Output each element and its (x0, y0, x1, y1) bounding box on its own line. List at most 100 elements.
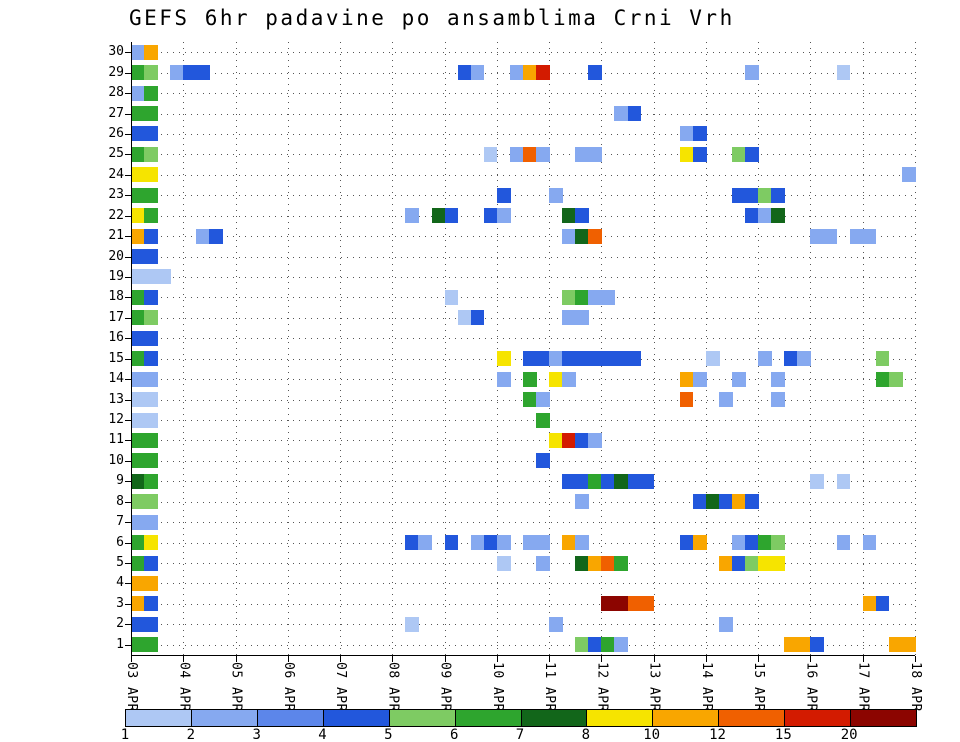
heatmap-cell (131, 535, 145, 551)
colorbar-segment (520, 710, 587, 726)
heatmap-cell (131, 473, 145, 489)
heatmap-cell (862, 535, 877, 551)
heatmap-cell (679, 371, 694, 387)
heatmap-cell (144, 535, 158, 551)
heatmap-cell (875, 351, 890, 367)
vertical-gridline (183, 42, 185, 655)
heatmap-cell (627, 473, 642, 489)
heatmap-cell (131, 514, 145, 530)
heatmap-cell (144, 351, 158, 367)
colorbar-segment (388, 710, 455, 726)
heatmap-cell (144, 85, 158, 101)
y-axis-tick (125, 215, 131, 217)
heatmap-cell (601, 596, 616, 612)
y-axis-tick-label: 2 (116, 616, 124, 632)
y-axis-tick-label: 30 (108, 44, 124, 60)
colorbar-segment (850, 710, 917, 726)
heatmap-cell (157, 269, 171, 285)
heatmap-cell (562, 432, 576, 448)
heatmap-cell (496, 208, 511, 224)
heatmap-cell (509, 146, 524, 162)
heatmap-cell (196, 228, 210, 244)
heatmap-cell (745, 187, 759, 203)
y-axis-tick (125, 93, 131, 95)
x-axis-tick-label: 07 APR (333, 662, 349, 712)
heatmap-cell (588, 65, 602, 81)
heatmap-cell (523, 65, 537, 81)
heatmap-cell (196, 65, 210, 81)
heatmap-cell (144, 555, 158, 571)
x-axis-tick (915, 656, 916, 662)
heatmap-cell (692, 146, 707, 162)
heatmap-cell (732, 146, 746, 162)
colorbar-segment (718, 710, 785, 726)
y-axis-tick (125, 195, 131, 197)
horizontal-gridline (131, 113, 915, 115)
heatmap-cell (836, 535, 851, 551)
y-axis-tick (125, 297, 131, 299)
x-axis-tick-label: 13 APR (646, 662, 662, 712)
heatmap-cell (575, 228, 589, 244)
heatmap-cell (588, 351, 602, 367)
colorbar-tick-label: 12 (709, 727, 726, 742)
heatmap-cell (144, 44, 158, 60)
colorbar-tick-label: 15 (774, 727, 792, 742)
y-axis-tick (125, 603, 131, 605)
heatmap-cell (144, 228, 158, 244)
heatmap-cell (209, 228, 224, 244)
chart-title: GEFS 6hr padavine po ansamblima Crni Vrh (129, 6, 735, 30)
y-axis-tick (125, 542, 131, 544)
heatmap-cell (536, 65, 550, 81)
y-axis-line (131, 42, 132, 656)
heatmap-cell (144, 106, 158, 122)
heatmap-cell (131, 65, 145, 81)
horizontal-gridline (131, 460, 915, 462)
heatmap-cell (144, 310, 158, 326)
horizontal-gridline (131, 522, 915, 524)
colorbar-tick-label: 5 (384, 727, 393, 742)
heatmap-cell (784, 351, 798, 367)
heatmap-cell (496, 187, 511, 203)
heatmap-cell (549, 616, 563, 632)
heatmap-cell (523, 535, 537, 551)
x-axis-tick (601, 656, 603, 662)
x-axis-tick-label: 06 APR (280, 662, 296, 712)
y-axis-tick-label: 13 (108, 391, 124, 407)
y-axis-tick-label: 12 (108, 412, 124, 428)
x-axis-tick-label: 09 APR (437, 662, 453, 712)
y-axis-tick-label: 18 (108, 289, 124, 305)
heatmap-cell (575, 310, 589, 326)
x-axis-tick (496, 656, 498, 662)
heatmap-cell (562, 371, 576, 387)
y-axis-tick (125, 379, 131, 381)
heatmap-cell (588, 146, 602, 162)
vertical-gridline (653, 42, 655, 655)
colorbar-tick-label: 3 (252, 727, 261, 742)
y-axis-tick (125, 460, 131, 462)
vertical-gridline (444, 42, 446, 655)
heatmap-cell (588, 228, 602, 244)
horizontal-gridline (131, 440, 915, 442)
heatmap-cell (758, 555, 772, 571)
colorbar-segment (190, 710, 257, 726)
y-axis-tick (125, 644, 131, 646)
x-axis-tick (862, 656, 864, 662)
heatmap-cell (732, 187, 746, 203)
colorbar-tick-label: 6 (449, 727, 459, 742)
heatmap-cell (640, 473, 655, 489)
vertical-gridline (549, 42, 551, 655)
colorbar-segment (322, 710, 389, 726)
vertical-gridline (862, 42, 864, 655)
vertical-gridline (340, 42, 342, 655)
y-axis-tick-label: 4 (116, 575, 124, 591)
heatmap-cell (144, 575, 158, 591)
heatmap-cell (131, 330, 145, 346)
heatmap-cell (131, 44, 145, 60)
heatmap-cell (131, 146, 145, 162)
heatmap-plot-area (125, 42, 916, 662)
heatmap-cell (562, 289, 576, 305)
heatmap-cell (719, 555, 733, 571)
heatmap-cell (758, 187, 772, 203)
horizontal-gridline (131, 236, 915, 238)
heatmap-cell (457, 310, 472, 326)
